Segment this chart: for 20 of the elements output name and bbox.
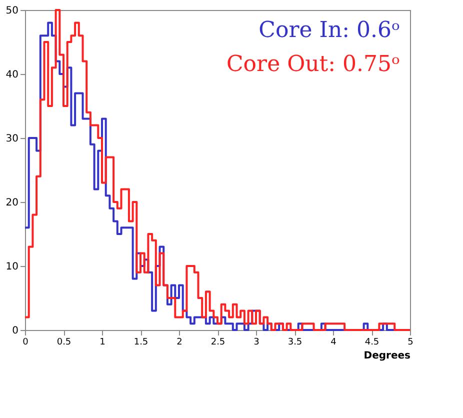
- x-tick-label: 5: [408, 338, 414, 348]
- x-tick-label: 0: [22, 338, 29, 348]
- y-tick-label: 0: [12, 326, 18, 336]
- y-tick-label: 50: [6, 6, 18, 16]
- x-axis-title: Degrees: [364, 350, 411, 362]
- x-tick-label: 2: [176, 338, 182, 348]
- x-tick-label: 4: [330, 338, 337, 348]
- x-tick-label: 1.5: [134, 338, 148, 348]
- y-tick-label: 40: [6, 70, 18, 80]
- x-tick-label: 1: [100, 338, 106, 348]
- x-tick-label: 0.5: [56, 338, 72, 348]
- y-tick-label: 30: [6, 134, 18, 144]
- y-tick-label: 10: [6, 262, 18, 272]
- x-tick-label: 3: [254, 338, 260, 348]
- x-tick-label: 3.5: [288, 338, 302, 348]
- text: Core Out: 0.75ᵒ: [226, 52, 400, 77]
- y-tick-label: 20: [6, 198, 18, 208]
- x-tick-label: 2.5: [210, 338, 226, 348]
- text: Core In: 0.6ᵒ: [258, 18, 400, 43]
- x-tick-label: 4.5: [364, 338, 380, 348]
